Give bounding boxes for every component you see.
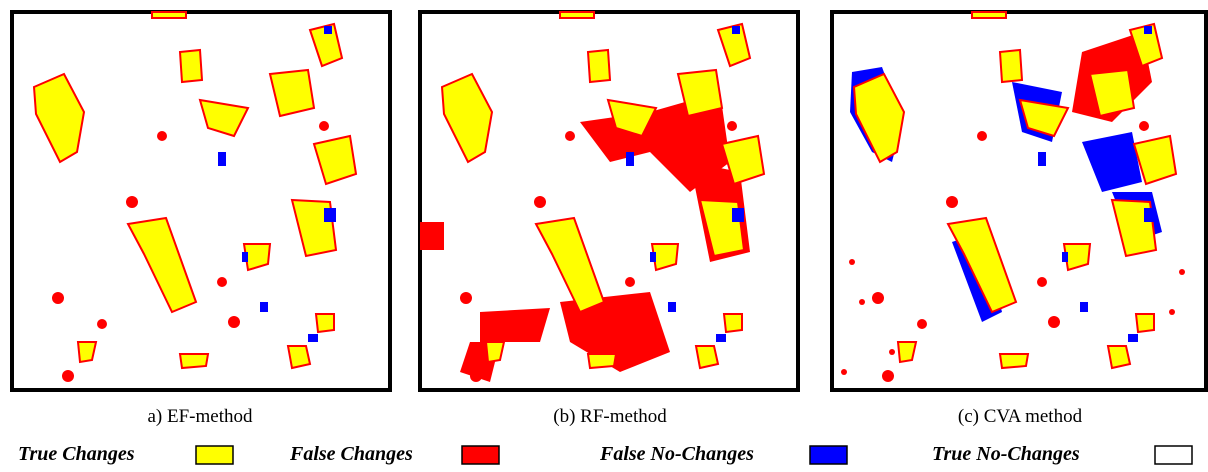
panel-a — [10, 10, 392, 392]
legend-label: True No-Changes — [932, 443, 1080, 465]
panel-c — [830, 10, 1208, 392]
caption: a) EF-method — [147, 406, 253, 427]
panel-b — [418, 10, 800, 392]
legend-label: True Changes — [18, 443, 135, 465]
caption: (c) CVA method — [958, 406, 1083, 427]
legend-swatch — [195, 445, 234, 465]
legend-label: False No-Changes — [599, 443, 754, 465]
legend-label: False Changes — [289, 443, 413, 465]
caption: (b) RF-method — [553, 406, 667, 427]
legend-swatch — [1154, 445, 1193, 465]
legend-swatch — [461, 445, 500, 465]
legend-swatch — [809, 445, 848, 465]
